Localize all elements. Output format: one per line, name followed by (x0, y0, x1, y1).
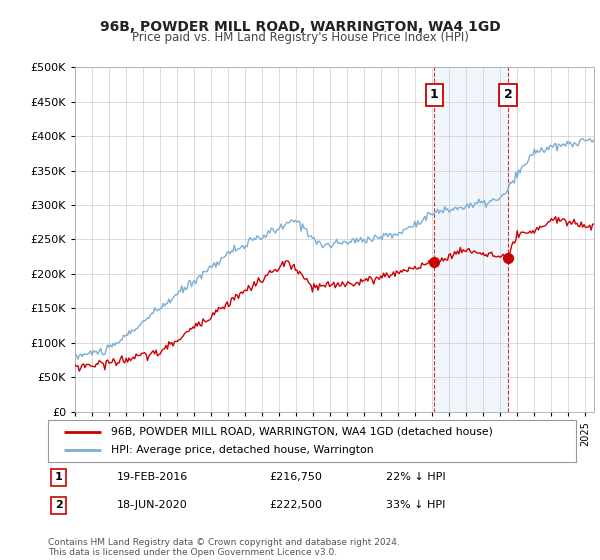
Text: 18-JUN-2020: 18-JUN-2020 (116, 501, 187, 510)
Text: HPI: Average price, detached house, Warrington: HPI: Average price, detached house, Warr… (112, 445, 374, 455)
Bar (434, 67, 508, 412)
Text: 96B, POWDER MILL ROAD, WARRINGTON, WA4 1GD (detached house): 96B, POWDER MILL ROAD, WARRINGTON, WA4 1… (112, 427, 493, 437)
Text: £222,500: £222,500 (270, 501, 323, 510)
Text: Price paid vs. HM Land Registry's House Price Index (HPI): Price paid vs. HM Land Registry's House … (131, 31, 469, 44)
Text: 19-FEB-2016: 19-FEB-2016 (116, 473, 188, 482)
Text: 2: 2 (55, 501, 62, 510)
Text: 96B, POWDER MILL ROAD, WARRINGTON, WA4 1GD: 96B, POWDER MILL ROAD, WARRINGTON, WA4 1… (100, 20, 500, 34)
Text: 2: 2 (504, 88, 512, 101)
Text: 1: 1 (55, 473, 62, 482)
Text: 1: 1 (430, 88, 439, 101)
Text: £216,750: £216,750 (270, 473, 323, 482)
Text: 33% ↓ HPI: 33% ↓ HPI (386, 501, 445, 510)
Text: Contains HM Land Registry data © Crown copyright and database right 2024.
This d: Contains HM Land Registry data © Crown c… (48, 538, 400, 557)
Text: 22% ↓ HPI: 22% ↓ HPI (386, 473, 446, 482)
